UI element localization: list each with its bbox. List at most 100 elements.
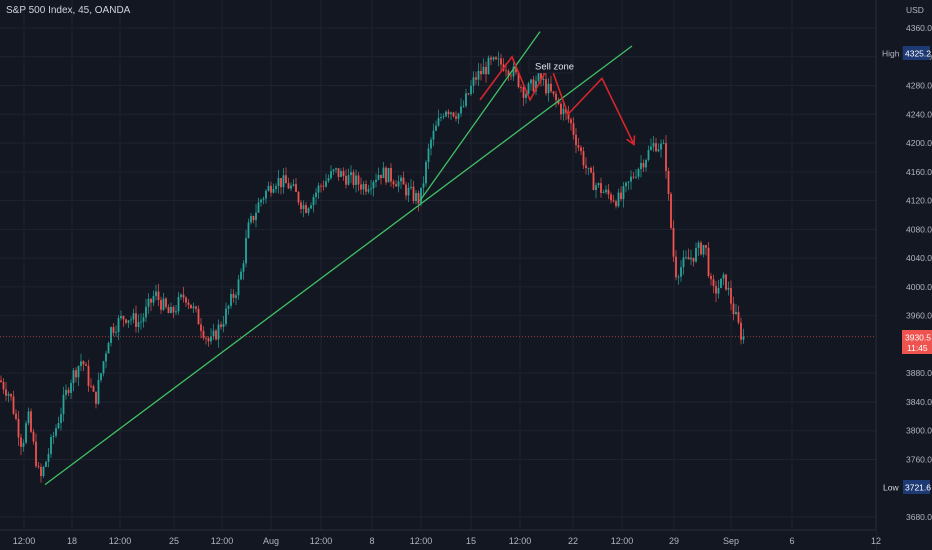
candle-body bbox=[472, 77, 475, 86]
candle-body bbox=[357, 175, 360, 185]
candle-body bbox=[495, 57, 497, 60]
time-tick-label: 18 bbox=[67, 536, 77, 546]
candle-body bbox=[197, 308, 200, 325]
price-tick-label: 3840.0 bbox=[906, 397, 932, 407]
candle-body bbox=[677, 276, 680, 278]
candle-body bbox=[435, 125, 437, 131]
candle-body bbox=[247, 222, 250, 238]
candle-body bbox=[580, 147, 582, 152]
candle-body bbox=[422, 183, 425, 188]
candle-body bbox=[325, 181, 327, 187]
candle-body bbox=[545, 79, 547, 94]
candle-body bbox=[135, 313, 137, 327]
candle-body bbox=[607, 189, 610, 195]
candle-body bbox=[177, 296, 180, 312]
candle-body bbox=[530, 79, 532, 84]
candle-body bbox=[272, 189, 275, 193]
candle-body bbox=[467, 93, 470, 95]
candle-body bbox=[290, 185, 292, 189]
candle-body bbox=[117, 318, 120, 333]
trendline bbox=[419, 31, 541, 201]
candle-body bbox=[695, 248, 697, 262]
candle-body bbox=[447, 111, 450, 115]
candle-body bbox=[455, 116, 457, 119]
candle-body bbox=[115, 332, 117, 333]
time-ticks: 12:00 18 12:00 25 12:00 Aug 12:00 8 12:00 15 12:00… bbox=[13, 536, 881, 546]
candle-body bbox=[97, 379, 100, 404]
candle-body bbox=[617, 192, 620, 207]
candle-body bbox=[87, 365, 90, 386]
candle-body bbox=[575, 134, 577, 146]
candle-body bbox=[517, 72, 520, 87]
price-tick-label: 4200.0 bbox=[906, 138, 932, 148]
candle-body bbox=[7, 394, 10, 396]
candle-body bbox=[72, 370, 75, 384]
candle-body bbox=[152, 296, 155, 303]
candle-body bbox=[590, 167, 592, 173]
candle-body bbox=[727, 288, 730, 290]
candle-body bbox=[137, 322, 140, 327]
last-price-value: 3930.5 bbox=[905, 333, 931, 343]
candle-body bbox=[35, 441, 37, 467]
candle-body bbox=[170, 306, 172, 314]
candle-body bbox=[465, 93, 467, 106]
candle-body bbox=[430, 139, 432, 149]
time-tick-label: 12:00 bbox=[509, 536, 532, 546]
candle-body bbox=[505, 70, 507, 72]
candle-body bbox=[37, 466, 40, 467]
time-axis[interactable] bbox=[0, 530, 876, 550]
candle-body bbox=[437, 118, 440, 126]
candle-body bbox=[220, 324, 222, 327]
candle-body bbox=[165, 298, 167, 308]
candle-body bbox=[327, 178, 330, 182]
candle-body bbox=[685, 257, 687, 258]
price-axis[interactable] bbox=[876, 0, 932, 550]
candle-body bbox=[252, 216, 255, 221]
candle-body bbox=[45, 461, 47, 467]
candle-body bbox=[670, 193, 672, 228]
candle-body bbox=[340, 171, 342, 177]
candle-body bbox=[622, 186, 625, 200]
candle-body bbox=[172, 306, 175, 313]
candle-body bbox=[625, 182, 627, 187]
candle-body bbox=[562, 108, 565, 115]
sell-zone-annotation[interactable]: Sell zone bbox=[528, 58, 574, 74]
candle-body bbox=[270, 185, 272, 193]
candle-body bbox=[267, 185, 270, 191]
high-value: 4325.2 bbox=[905, 49, 931, 59]
candle-body bbox=[412, 186, 415, 202]
candle-body bbox=[160, 299, 162, 310]
time-tick-label: 12:00 bbox=[410, 536, 433, 546]
candle-body bbox=[212, 330, 215, 337]
candle-body bbox=[377, 174, 380, 180]
candle-body bbox=[322, 185, 325, 187]
price-tick-label: 3760.0 bbox=[906, 454, 932, 464]
candle-body bbox=[57, 423, 60, 429]
candle-body bbox=[32, 431, 35, 442]
candle-body bbox=[462, 105, 465, 107]
candle-body bbox=[292, 184, 295, 186]
candle-body bbox=[17, 418, 20, 438]
candle-body bbox=[600, 183, 602, 193]
candle-body bbox=[532, 79, 535, 92]
candle-body bbox=[732, 303, 735, 315]
candle-body bbox=[262, 198, 265, 200]
candle-body bbox=[62, 394, 65, 415]
last-price-badge: 3930.5 11:45 bbox=[902, 330, 932, 354]
trendlines[interactable] bbox=[44, 31, 633, 486]
candle-body bbox=[315, 192, 317, 197]
candles bbox=[0, 51, 745, 483]
candle-body bbox=[707, 247, 710, 277]
candle-body bbox=[285, 175, 287, 184]
candle-body bbox=[482, 66, 485, 75]
candle-body bbox=[280, 177, 282, 188]
candle-body bbox=[597, 183, 600, 186]
high-label: High bbox=[882, 49, 900, 59]
candle-body bbox=[192, 306, 195, 309]
candle-body bbox=[470, 85, 472, 95]
candle-body bbox=[485, 66, 487, 75]
candle-body bbox=[405, 184, 407, 196]
candle-body bbox=[445, 111, 447, 117]
candle-body bbox=[740, 322, 742, 340]
